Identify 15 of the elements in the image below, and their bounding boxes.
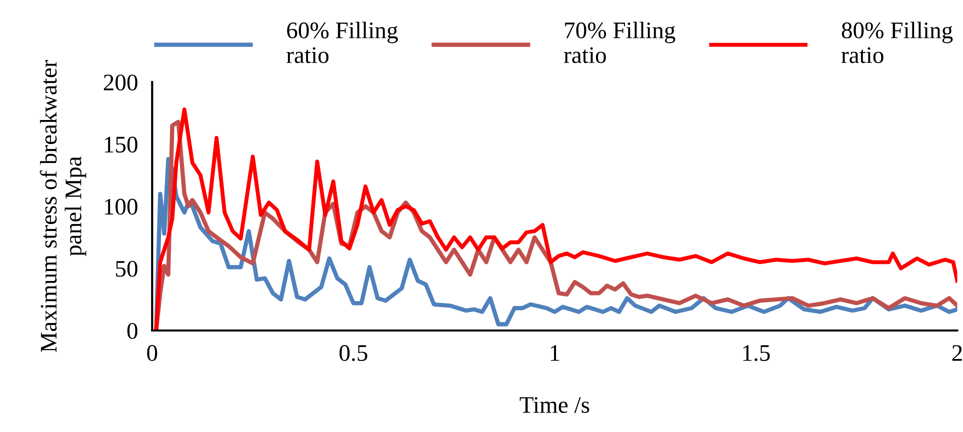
y-tick-label: 150 [104, 136, 138, 153]
x-axis-title: Time /s [520, 397, 590, 413]
x-tick-label: 2 [952, 345, 962, 361]
x-tick-label: 0.5 [340, 345, 368, 362]
x-tick-label: 1 [550, 345, 560, 361]
legend-label: 70% Filling ratio [564, 22, 676, 64]
x-tick-label: 0 [147, 345, 158, 361]
legend-label: 80% Filling ratio [841, 22, 953, 64]
legend-label: 60% Filling ratio [286, 22, 398, 64]
y-tick-label: 50 [116, 260, 138, 277]
y-axis-title: Maximum stress of breakwater panel Mpa [40, 60, 86, 352]
y-tick-label: 100 [104, 198, 138, 215]
x-tick-label: 1.5 [743, 345, 770, 362]
y-tick-label: 0 [127, 322, 138, 339]
y-tick-label: 200 [104, 74, 138, 91]
